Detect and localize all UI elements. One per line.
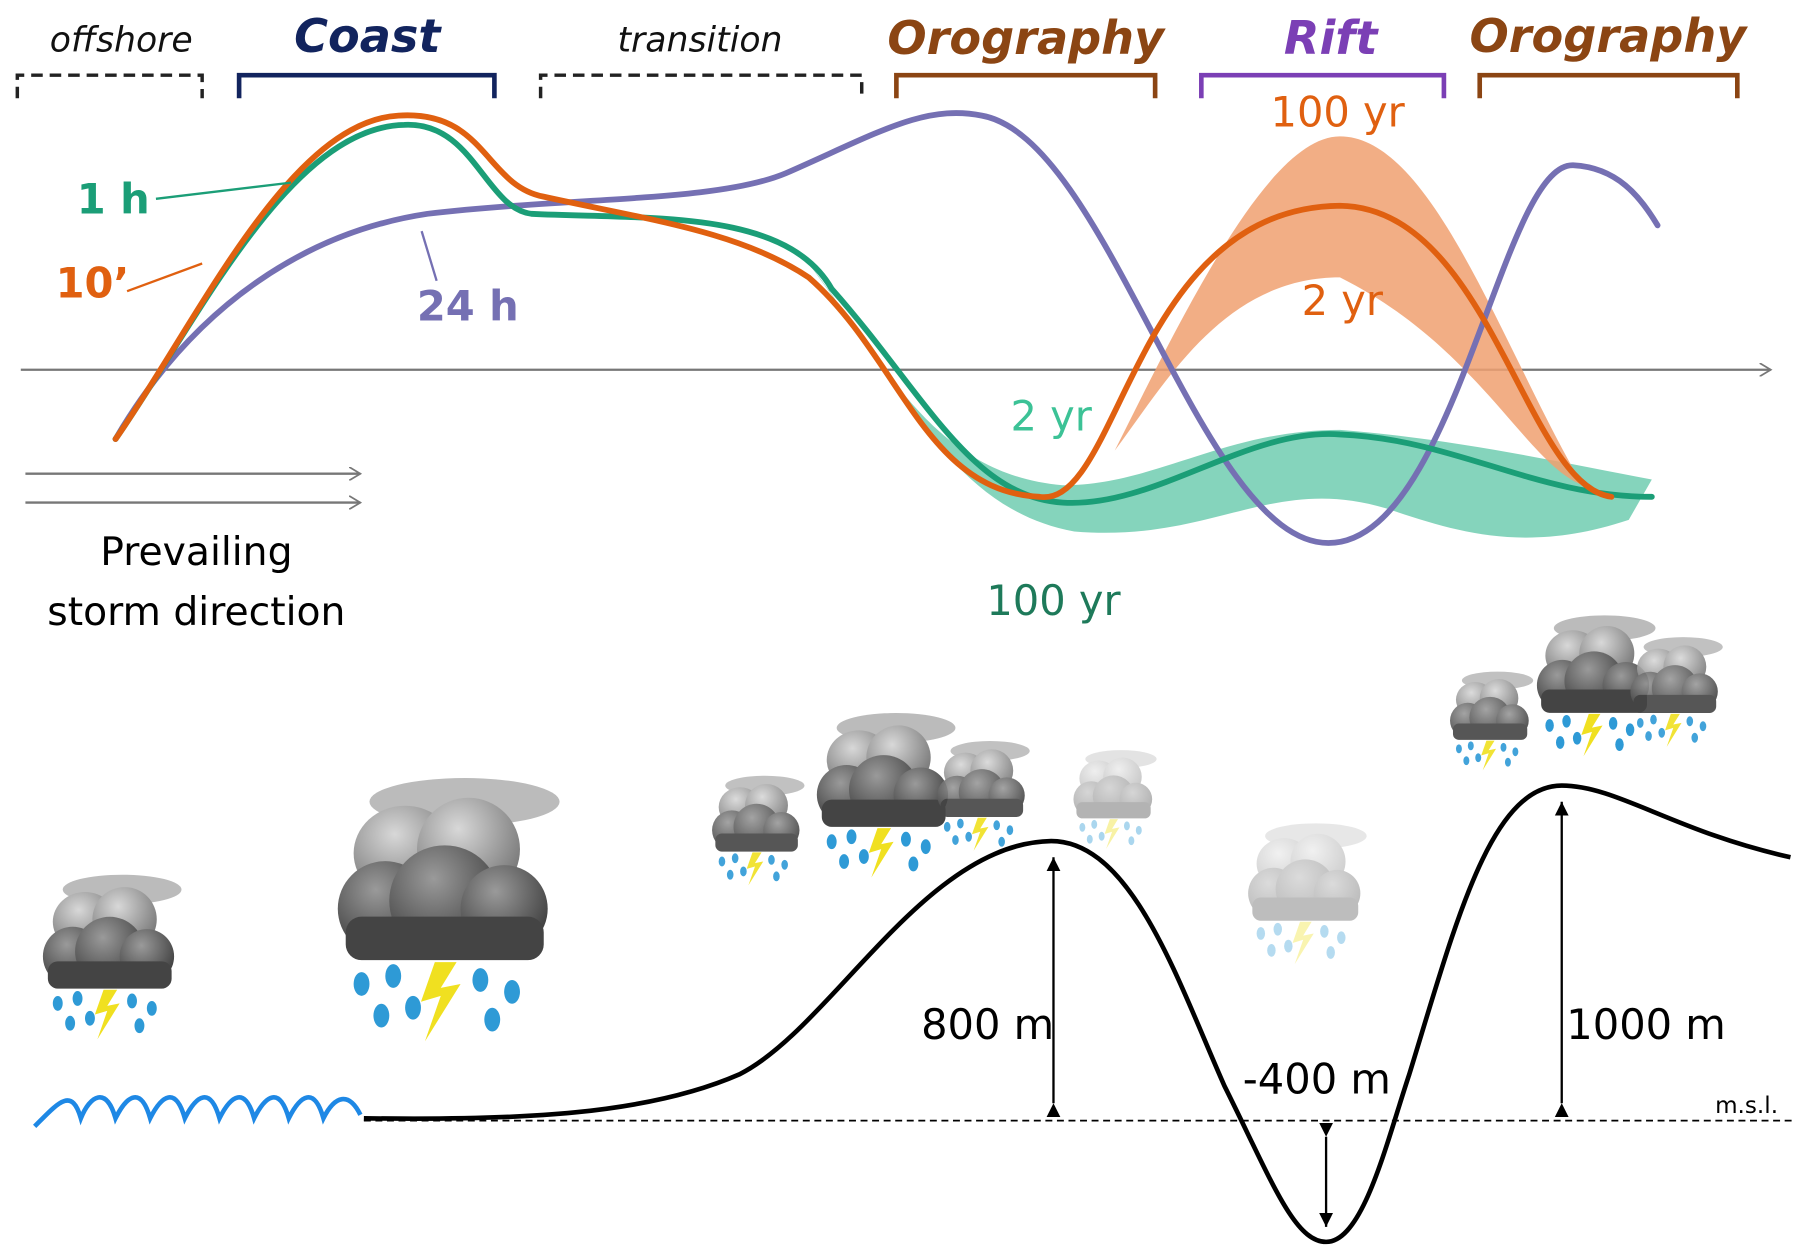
duration-label: 24 h: [417, 282, 519, 331]
bracket: [1199, 72, 1447, 99]
cloud: [1073, 750, 1157, 849]
bracket: [15, 73, 204, 99]
leader: [155, 181, 292, 200]
cloud: [1450, 671, 1534, 771]
msl-label: m.s.l.: [1715, 1093, 1778, 1119]
brackets: [15, 72, 1740, 99]
return-period-label: 100 yr: [1270, 88, 1405, 137]
sea-wave: [33, 1095, 363, 1128]
region-label: Rift: [1284, 11, 1379, 65]
cloud: [712, 775, 805, 886]
leader: [420, 230, 438, 282]
elevation-label: 1000 m: [1566, 1000, 1726, 1049]
duration-label: 1 h: [77, 174, 150, 223]
cloud: [1248, 823, 1367, 965]
elevation-label: 800 m: [921, 1000, 1054, 1049]
region-label: transition: [617, 21, 782, 61]
leader: [126, 262, 203, 293]
bracket: [894, 72, 1158, 99]
curve-24h: [112, 110, 1661, 546]
bracket: [1477, 72, 1740, 99]
storm-direction: Prevailing: [100, 530, 292, 575]
return-period-label: 100 yr: [986, 576, 1121, 625]
cloud: [937, 741, 1030, 851]
region-label: Orography: [887, 11, 1166, 65]
cloud: [1630, 637, 1723, 747]
region-label: offshore: [50, 21, 193, 61]
duration-label: 10’: [56, 259, 130, 308]
curve-10min: [112, 112, 1615, 500]
terrain: [363, 783, 1791, 1245]
region-label: Orography: [1470, 9, 1749, 63]
region-label: Coast: [294, 9, 442, 63]
green-band: [797, 248, 1652, 538]
bracket: [538, 73, 864, 99]
cloud: [337, 778, 560, 1042]
cloud: [42, 874, 182, 1040]
cloud: [816, 712, 956, 878]
return-period-label: 2 yr: [1010, 391, 1092, 440]
storm-direction: storm direction: [47, 590, 345, 635]
curve-1h: [112, 121, 1655, 506]
elevation-label: -400 m: [1243, 1054, 1391, 1103]
return-period-label: 2 yr: [1302, 276, 1384, 325]
bracket: [236, 72, 497, 99]
